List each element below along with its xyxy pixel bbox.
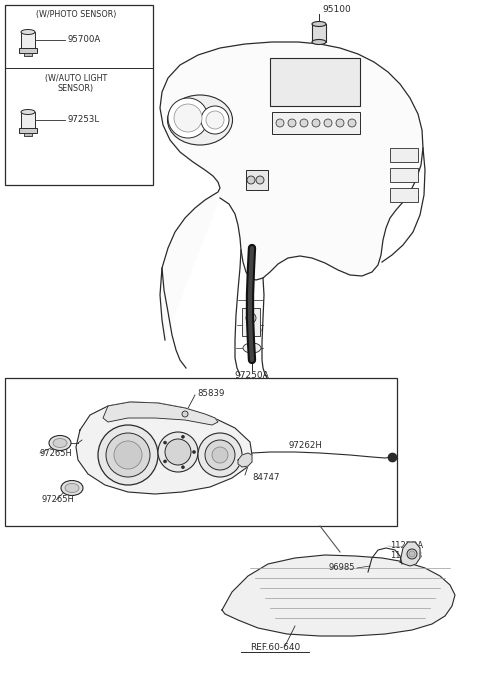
Circle shape [300, 119, 308, 127]
Bar [24, 53, 32, 56]
Text: 1125DA: 1125DA [390, 541, 423, 550]
Circle shape [212, 447, 228, 463]
Ellipse shape [49, 436, 71, 451]
Circle shape [324, 119, 332, 127]
Circle shape [205, 440, 235, 470]
Text: 85839: 85839 [197, 389, 224, 398]
Circle shape [247, 176, 255, 184]
Text: SENSOR): SENSOR) [58, 83, 94, 92]
Circle shape [192, 451, 195, 453]
Ellipse shape [243, 343, 261, 353]
Circle shape [106, 433, 150, 477]
Text: 84747: 84747 [252, 473, 279, 482]
Bar [5, 378, 397, 526]
Ellipse shape [21, 30, 35, 34]
Ellipse shape [61, 480, 83, 495]
Text: 97265H: 97265H [42, 495, 75, 504]
Bar [242, 308, 260, 336]
Text: 95100: 95100 [322, 6, 351, 14]
Circle shape [181, 436, 184, 438]
Text: 97250A: 97250A [235, 372, 269, 380]
Polygon shape [238, 453, 252, 467]
Circle shape [181, 466, 184, 469]
Ellipse shape [21, 109, 35, 114]
Ellipse shape [53, 438, 67, 447]
Ellipse shape [168, 95, 232, 145]
Circle shape [348, 119, 356, 127]
Polygon shape [160, 42, 423, 340]
Text: 96985: 96985 [328, 563, 355, 572]
Bar [19, 48, 37, 53]
Polygon shape [76, 402, 252, 494]
Bar [24, 133, 32, 136]
Circle shape [409, 551, 415, 557]
Polygon shape [103, 402, 218, 425]
Circle shape [246, 313, 256, 323]
Circle shape [288, 119, 296, 127]
Circle shape [256, 176, 264, 184]
Text: REF.60-640: REF.60-640 [250, 643, 300, 652]
Bar [246, 170, 268, 190]
Circle shape [168, 98, 208, 138]
Text: 11403B: 11403B [390, 552, 422, 561]
Ellipse shape [312, 39, 326, 45]
Bar [21, 32, 35, 50]
Circle shape [336, 119, 344, 127]
Circle shape [158, 432, 198, 472]
Circle shape [201, 106, 229, 134]
Text: 97253L: 97253L [68, 116, 100, 125]
Bar [21, 112, 35, 130]
Text: 97265H: 97265H [40, 449, 73, 458]
Polygon shape [400, 542, 420, 566]
Text: (W/PHOTO SENSOR): (W/PHOTO SENSOR) [36, 10, 116, 19]
Circle shape [276, 119, 284, 127]
Text: (W/AUTO LIGHT: (W/AUTO LIGHT [45, 74, 107, 83]
Bar [390, 188, 418, 202]
Bar [390, 168, 418, 182]
Circle shape [98, 425, 158, 485]
Circle shape [198, 433, 242, 477]
Circle shape [164, 460, 167, 463]
Ellipse shape [65, 484, 79, 493]
Circle shape [206, 111, 224, 129]
Polygon shape [222, 555, 455, 636]
Ellipse shape [243, 325, 261, 335]
Bar [312, 24, 326, 42]
Bar [5, 5, 153, 185]
Text: 97262H: 97262H [288, 440, 322, 449]
Circle shape [312, 119, 320, 127]
Bar [19, 128, 37, 133]
Text: 95700A: 95700A [68, 36, 101, 45]
Circle shape [164, 441, 167, 444]
Circle shape [114, 441, 142, 469]
Circle shape [165, 439, 191, 465]
Bar [270, 58, 360, 106]
Circle shape [407, 549, 417, 559]
Bar [390, 148, 418, 162]
Circle shape [182, 411, 188, 417]
Circle shape [174, 104, 202, 132]
Ellipse shape [312, 21, 326, 27]
Bar [272, 112, 360, 134]
